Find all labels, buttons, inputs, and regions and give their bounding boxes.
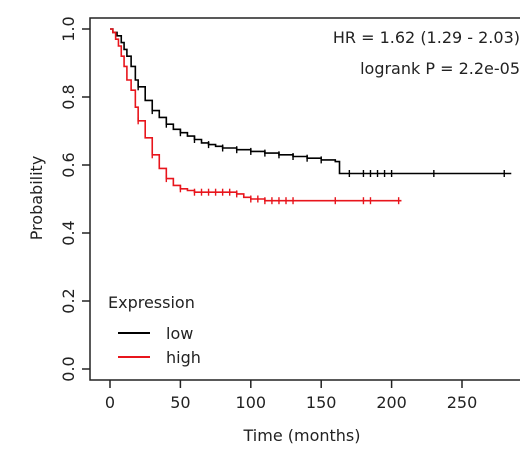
x-tick-label: 100 [236, 393, 267, 412]
y-tick-label: 0.2 [59, 288, 78, 313]
legend: Expression low high [108, 293, 201, 367]
x-axis-label: Time (months) [243, 426, 361, 445]
y-tick-label: 0.4 [59, 220, 78, 245]
y-tick-label: 0.6 [59, 152, 78, 177]
legend-title: Expression [108, 293, 195, 312]
x-tick-label: 200 [376, 393, 407, 412]
series-layer [110, 28, 512, 205]
km-curve-high [110, 28, 402, 202]
x-tick-label: 0 [105, 393, 115, 412]
x-tick-label: 250 [447, 393, 478, 412]
logrank-p-annotation: logrank P = 2.2e-05 [360, 59, 520, 78]
km-curve-low [110, 28, 512, 175]
x-tick-label: 50 [170, 393, 190, 412]
hazard-ratio-annotation: HR = 1.62 (1.29 - 2.03) [333, 28, 520, 47]
legend-label-low: low [166, 324, 193, 343]
annotation-layer: HR = 1.62 (1.29 - 2.03) logrank P = 2.2e… [333, 28, 520, 78]
axes-layer: 0 50 100 150 200 250 0.0 0.2 0.4 0.6 0.8 1.0 [59, 16, 520, 412]
x-tick-label: 150 [306, 393, 337, 412]
y-tick-label: 1.0 [59, 16, 78, 41]
legend-label-high: high [166, 348, 201, 367]
y-tick-label: 0.8 [59, 84, 78, 109]
y-axis-label: Probability [27, 156, 46, 241]
y-tick-label: 0.0 [59, 356, 78, 381]
plot-frame [89, 17, 520, 381]
